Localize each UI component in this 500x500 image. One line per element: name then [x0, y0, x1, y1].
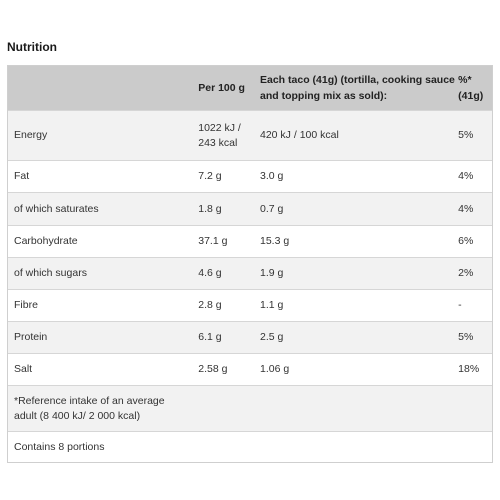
per-100g-value: 2.8 g [198, 299, 222, 311]
portions-row: Contains 8 portions [8, 431, 492, 462]
table-row-carbohydrate: Carbohydrate 37.1 g 15.3 g 6% [8, 225, 492, 257]
header-percent-ri: %* (41g) [458, 72, 492, 104]
nutrient-label: Protein [14, 331, 48, 343]
per-100g-value: 1022 kJ / 243 kcal [192, 111, 254, 160]
per-taco-value: 1.9 g [260, 267, 284, 279]
percent-value: 5% [458, 331, 474, 343]
header-percent-line1: %* [458, 74, 472, 86]
footnote-line1: *Reference intake of an average [14, 394, 165, 407]
table-row-protein: Protein 6.1 g 2.5 g 5% [8, 321, 492, 353]
per-taco-value: 3.0 g [260, 170, 284, 182]
table-row-saturates: of which saturates 1.8 g 0.7 g 4% [8, 192, 492, 225]
per-taco-value: 0.7 g [260, 202, 284, 215]
header-percent-line2: (41g) [458, 90, 484, 102]
footnote-line2: adult (8 400 kJ/ 2 000 kcal) [14, 409, 141, 422]
table-row-energy: Energy 1022 kJ / 243 kcal 420 kJ / 100 k… [8, 110, 492, 160]
percent-value: - [458, 299, 462, 311]
percent-value: 18% [458, 363, 480, 375]
table-row-salt: Salt 2.58 g 1.06 g 18% [8, 353, 492, 385]
nutrient-label: Fat [14, 170, 30, 182]
per-taco-value: 2.5 g [260, 331, 284, 343]
nutrition-table: Per 100 g Each taco (41g) (tortilla, coo… [7, 65, 493, 463]
header-per-100g: Per 100 g [198, 81, 245, 94]
per-100g-value: 37.1 g [198, 235, 228, 247]
nutrient-label: Carbohydrate [14, 235, 78, 247]
per-taco-value: 1.06 g [260, 363, 290, 375]
per-100g-value: 2.58 g [198, 363, 228, 375]
percent-value: 5% [458, 129, 474, 141]
percent-value: 4% [458, 202, 474, 215]
percent-value: 6% [458, 235, 474, 247]
table-row-fat: Fat 7.2 g 3.0 g 4% [8, 160, 492, 192]
percent-value: 2% [458, 267, 474, 279]
table-header-row: Per 100 g Each taco (41g) (tortilla, coo… [8, 66, 492, 110]
per-100g-value: 1.8 g [198, 202, 222, 215]
table-row-sugars: of which sugars 4.6 g 1.9 g 2% [8, 257, 492, 289]
per-100g-value: 6.1 g [198, 331, 222, 343]
footnote-text: *Reference intake of an average adult (8… [8, 386, 492, 431]
page-title: Nutrition [7, 40, 57, 54]
header-per-taco-line1: Each taco (41g) (tortilla, cooking sauce [260, 74, 455, 86]
per-taco-value: 420 kJ / 100 kcal [260, 129, 339, 141]
header-per-taco: Each taco (41g) (tortilla, cooking sauce… [254, 72, 458, 104]
per-100g-value: 7.2 g [198, 170, 222, 182]
nutrient-label: Energy [14, 129, 48, 141]
percent-value: 4% [458, 170, 474, 182]
header-per-taco-line2: and topping mix as sold): [260, 90, 388, 102]
per-taco-value: 1.1 g [260, 299, 284, 311]
nutrient-label: of which saturates [14, 202, 99, 215]
energy-kj: 1022 kJ / [198, 121, 241, 134]
per-100g-value: 4.6 g [198, 267, 222, 279]
portions-text: Contains 8 portions [14, 440, 105, 453]
nutrient-label: of which sugars [14, 267, 87, 279]
nutrient-label: Fibre [14, 299, 38, 311]
nutrient-label: Salt [14, 363, 33, 375]
per-taco-value: 15.3 g [260, 235, 290, 247]
footnote-row: *Reference intake of an average adult (8… [8, 385, 492, 431]
energy-kcal: 243 kcal [198, 136, 238, 149]
table-row-fibre: Fibre 2.8 g 1.1 g - [8, 289, 492, 321]
